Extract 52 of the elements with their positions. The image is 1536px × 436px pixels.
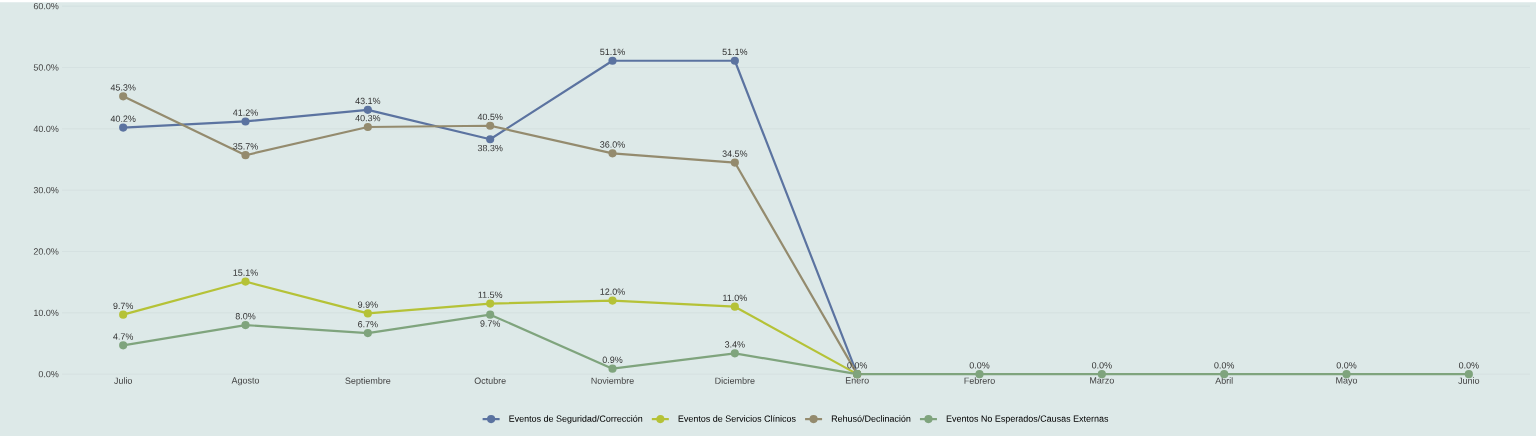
x-tick-label: Febrero [964,377,995,384]
y-tick-label: 50.0% [33,64,59,71]
x-tick-label: Abril [1215,377,1233,384]
x-tick-label: Marzo [1090,377,1114,384]
y-tick-label: 10.0% [34,309,59,316]
data-label: 34.5% [722,150,748,157]
x-tick-label: Noviembre [591,377,634,384]
data-label: 0.0% [1091,362,1112,369]
data-label: 0.0% [1458,362,1479,369]
y-tick-label: 40.0% [33,125,59,132]
x-tick-label: Diciembre [715,377,755,384]
data-label: 15.1% [233,269,258,276]
data-label: 11.5% [478,291,503,298]
data-label: 40.5% [477,113,503,121]
data-label: 0.0% [969,362,990,369]
legend-label: Eventos de Seguridad/Corrección [509,415,643,424]
data-label: 0.0% [1214,362,1235,369]
y-tick-label: 30.0% [33,186,59,194]
x-tick-label: Septiembre [345,377,391,386]
data-label: 38.3% [477,144,503,152]
x-tick-label: Octubre [474,377,506,384]
y-tick-label: 20.0% [33,248,59,255]
data-label: 41.2% [233,109,258,116]
data-label: 9.7% [480,320,501,327]
x-tick-label: Junio [1458,377,1480,384]
data-label: 12.0% [600,288,625,295]
x-tick-label: Julio [114,377,133,384]
data-label: 40.2% [110,115,136,122]
data-label: 43.1% [355,97,381,105]
x-tick-label: Mayo [1336,377,1358,386]
data-label: 8.0% [235,312,256,320]
data-label: 9.7% [113,302,134,309]
legend-label: Eventos de Servicios Clínicos [678,415,796,422]
data-label: 11.0% [723,294,747,301]
data-label: 35.7% [233,143,258,150]
data-label: 6.7% [358,320,378,328]
data-label: 0.9% [602,356,623,363]
data-label: 9.9% [358,301,378,308]
data-label: 45.3% [110,84,136,91]
x-tick-label: Agosto [231,377,260,386]
legend-label: Rehusó/Declinación [831,415,911,422]
data-label: 36.0% [600,141,625,148]
data-label: 0.0% [1336,362,1357,369]
data-label: 4.7% [113,333,134,340]
y-tick-label: 60.0% [33,2,59,10]
y-tick-label: 0.0% [38,370,59,378]
data-label: 40.3% [355,114,381,122]
data-label: 51.1% [600,48,625,55]
data-label: 51.1% [722,48,748,55]
x-tick-label: Enero [845,377,869,384]
legend-label: Eventos No Esperados/Causas Externas [946,415,1109,424]
data-label: 3.4% [724,341,745,348]
